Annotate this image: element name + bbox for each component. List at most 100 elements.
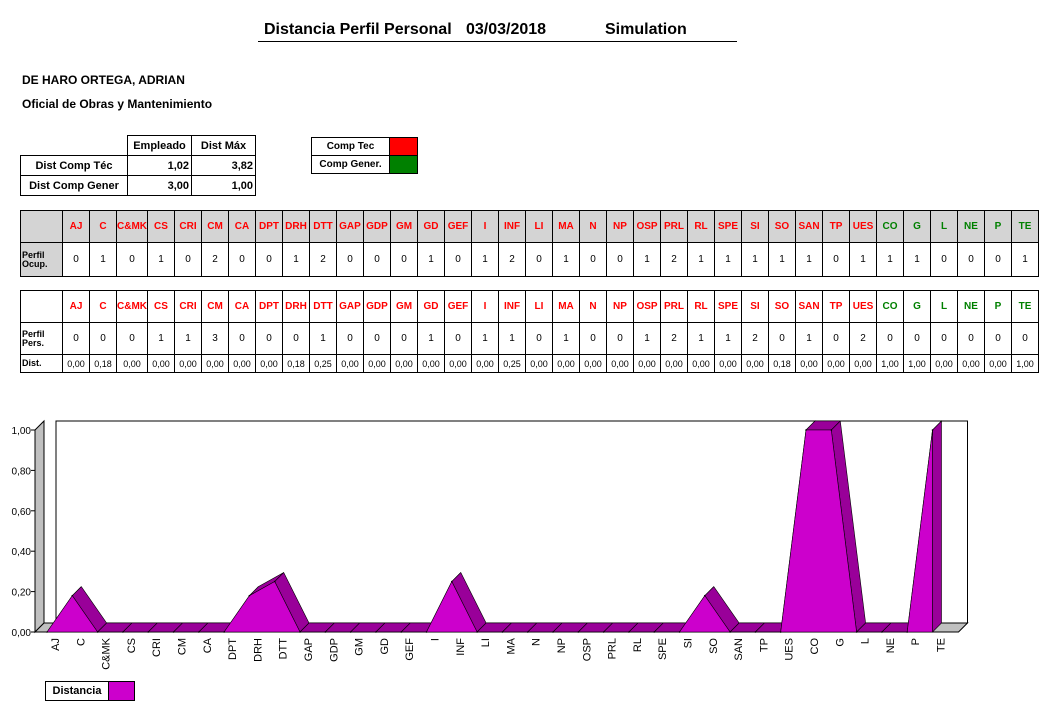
competency-code-header: C&MK — [116, 290, 148, 323]
perfil-pers-value: 0 — [1011, 322, 1039, 355]
perfil-ocup-value: 1 — [471, 242, 499, 277]
summary-empleado-value: 1,02 — [127, 155, 192, 176]
perfil-pers-value: 1 — [147, 322, 175, 355]
competency-code-header: DTT — [309, 210, 337, 243]
x-tick-label: TP — [758, 638, 770, 652]
dist-value: 0,00 — [795, 354, 823, 373]
col-dist-max-header: Dist Máx — [191, 135, 256, 156]
perfil-pers-value: 0 — [930, 322, 958, 355]
competency-code-header: MA — [552, 210, 580, 243]
perfil-pers-value: 1 — [633, 322, 661, 355]
data-point — [501, 631, 504, 633]
data-point — [248, 594, 251, 597]
dist-value: 0,00 — [849, 354, 877, 373]
x-tick-label: GM — [354, 638, 366, 656]
x-tick-label: SAN — [733, 638, 745, 661]
perfil-ocup-value: 1 — [687, 242, 715, 277]
data-point — [299, 631, 301, 633]
data-point — [526, 631, 529, 633]
competency-code-header: CO — [876, 210, 904, 243]
competency-code-header: GEF — [444, 290, 472, 323]
x-tick-label: N — [531, 638, 543, 646]
competency-code-header: LI — [525, 210, 553, 243]
perfil-pers-value: 0 — [255, 322, 283, 355]
competency-code-header: GDP — [363, 210, 391, 243]
perfil-ocup-value: 0 — [957, 242, 985, 277]
data-point — [223, 631, 225, 633]
competency-code-header: P — [984, 210, 1012, 243]
legend-swatch-tec — [389, 137, 418, 156]
report-title-text: Distancia Perfil Personal — [264, 21, 452, 38]
perfil-ocup-value: 0 — [525, 242, 553, 277]
perfil-pers-value: 1 — [417, 322, 445, 355]
col-empleado-header: Empleado — [127, 135, 192, 156]
competency-code-header: L — [930, 210, 958, 243]
data-point — [273, 580, 276, 583]
perfil-ocup-label-line1: Perfil — [22, 249, 45, 260]
x-tick-label: SO — [708, 638, 720, 654]
perfil-pers-value: 1 — [795, 322, 823, 355]
perfil-pers-value: 3 — [201, 322, 229, 355]
dist-value: 0,00 — [552, 354, 580, 373]
perfil-pers-value: 0 — [768, 322, 796, 355]
perfil-personal-table: AJ C C&MK CS CRI CM CA DPT DRH DTT GAP GDP GM GD GEF I I… — [20, 290, 1039, 373]
competency-code-header: GEF — [444, 210, 472, 243]
report-date: 03/03/2018 — [466, 21, 547, 38]
perfil-pers-value: 0 — [390, 322, 418, 355]
x-tick-label: GDP — [328, 638, 340, 662]
competency-code-header: SI — [741, 290, 769, 323]
dist-value: 1,00 — [876, 354, 904, 373]
x-tick-label: L — [860, 638, 872, 644]
competency-code-header: OSP — [633, 290, 661, 323]
competency-code-header: CS — [147, 210, 175, 243]
competency-code-header: NP — [606, 290, 634, 323]
data-point — [476, 631, 478, 633]
perfil-pers-label-line2: Pers. — [22, 337, 45, 348]
competency-code-header: TP — [822, 290, 850, 323]
x-tick-label: AJ — [50, 638, 62, 651]
competency-code-header: CS — [147, 290, 175, 323]
data-point — [855, 631, 858, 633]
perfil-ocup-value: 1 — [417, 242, 445, 277]
y-tick-label: 0,80 — [12, 466, 32, 477]
perfil-pers-value: 1 — [552, 322, 580, 355]
competency-code-header: DPT — [255, 290, 283, 323]
data-point — [704, 594, 706, 597]
perfil-ocup-value: 1 — [903, 242, 931, 277]
dist-value: 1,00 — [1011, 354, 1039, 373]
data-point — [602, 631, 605, 633]
x-tick-label: CM — [177, 638, 189, 655]
dist-row: Dist. 0,00 0,18 0,00 0,00 0,00 0,00 0,00 0,00 0,… — [20, 354, 1039, 373]
perfil-ocup-value: 0 — [174, 242, 202, 277]
dist-value: 0,00 — [336, 354, 364, 373]
y-tick-label: 0,60 — [12, 507, 32, 518]
dist-value: 0,00 — [62, 354, 90, 373]
x-tick-label: OSP — [581, 638, 593, 661]
distance-area-chart: 0,00 0,20 0,40 0,60 0,80 1,00 AJ C C&MK CS CRI CM CA… — [12, 419, 969, 670]
perfil-pers-value: 0 — [116, 322, 148, 355]
perfil-ocup-value: 0 — [984, 242, 1012, 277]
competency-code-header: PRL — [660, 290, 688, 323]
competency-code-header: SPE — [714, 290, 742, 323]
perfil-pers-value: 1 — [309, 322, 337, 355]
dist-value: 0,00 — [714, 354, 742, 373]
employee-role: Oficial de Obras y Mantenimiento — [22, 97, 213, 111]
perfil-pers-value: 0 — [525, 322, 553, 355]
perfil-ocup-label: Perfil Ocup. — [20, 242, 63, 277]
x-tick-label: GEF — [404, 638, 416, 661]
perfil-ocup-value: 0 — [930, 242, 958, 277]
competency-code-header: CA — [228, 210, 256, 243]
chart-side-wall — [34, 419, 45, 634]
report-title: Distancia Perfil Personal 03/03/2018 Sim… — [258, 20, 737, 42]
x-tick-label: TE — [936, 638, 948, 652]
data-point — [577, 631, 580, 633]
data-point — [375, 631, 377, 633]
data-point — [805, 429, 807, 431]
perfil-ocup-value: 0 — [363, 242, 391, 277]
dist-value: 0,00 — [174, 354, 202, 373]
perfil-ocup-value: 0 — [606, 242, 634, 277]
area-end-face — [932, 420, 942, 633]
data-point — [931, 429, 934, 431]
competency-code-header: OSP — [633, 210, 661, 243]
perfil-pers-value: 1 — [714, 322, 742, 355]
